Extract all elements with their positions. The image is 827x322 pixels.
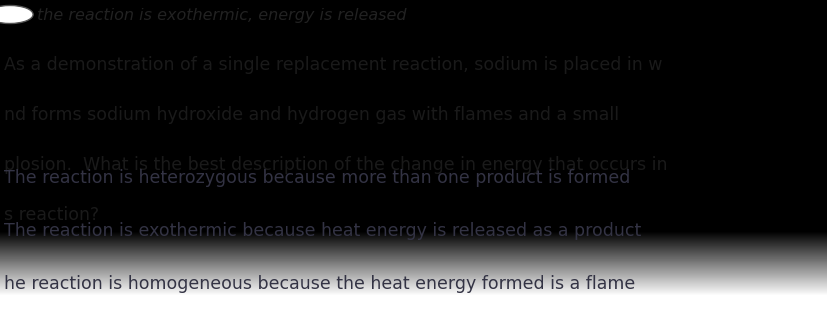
Text: As a demonstration of a single replacement reaction, sodium is placed in w: As a demonstration of a single replaceme… (4, 56, 662, 74)
Text: he reaction is homogeneous because the heat energy formed is a flame: he reaction is homogeneous because the h… (4, 275, 634, 293)
Text: the reaction is exothermic, energy is released: the reaction is exothermic, energy is re… (37, 8, 406, 23)
Text: s reaction?: s reaction? (4, 206, 99, 224)
Text: plosion.  What is the best description of the change in energy that occurs in: plosion. What is the best description of… (4, 156, 667, 174)
Text: The reaction is exothermic because heat energy is released as a product: The reaction is exothermic because heat … (4, 222, 641, 240)
Text: The reaction is heterozygous because more than one product is formed: The reaction is heterozygous because mor… (4, 169, 629, 187)
Text: nd forms sodium hydroxide and hydrogen gas with flames and a small: nd forms sodium hydroxide and hydrogen g… (4, 106, 619, 124)
Circle shape (0, 5, 33, 24)
